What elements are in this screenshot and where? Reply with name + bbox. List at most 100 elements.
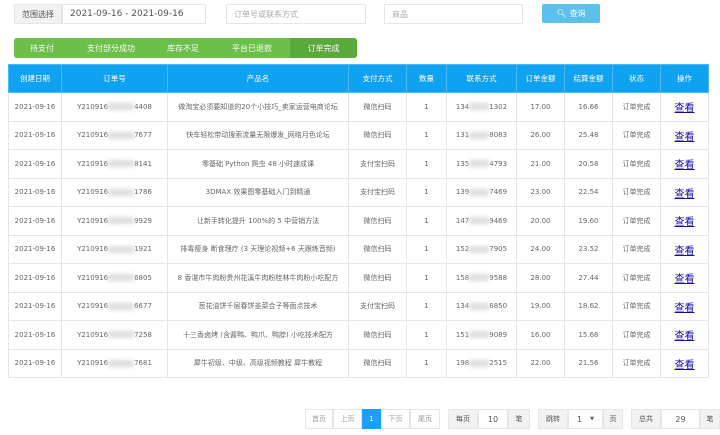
cell-order-no: Y210916 9929 <box>61 206 168 236</box>
quantity: 1 <box>424 359 429 368</box>
table-row: 2021-09-16 Y210916 9929 让新手转化提升 100%的 5 中… <box>8 206 709 236</box>
date-range-input[interactable]: 2021-09-16 - 2021-09-16 <box>62 4 206 24</box>
payment-method: 微信扫码 <box>363 245 392 254</box>
cell-settle: 16.66 <box>564 92 613 122</box>
phone-prefix: 131 <box>455 131 470 140</box>
order-prefix: Y210916 <box>77 330 109 339</box>
cell-contact: 198 2515 <box>446 348 517 378</box>
redacted-blur <box>469 160 490 168</box>
view-link[interactable]: 查看 <box>674 274 695 286</box>
date: 2021-09-16 <box>14 245 56 254</box>
view-link[interactable]: 查看 <box>674 160 695 172</box>
total-value: 29 <box>661 409 700 429</box>
range-label: 范围选择 <box>14 4 62 24</box>
cell-amount: 24.00 <box>516 234 565 264</box>
cell-action: 查看 <box>660 206 709 236</box>
redacted-blur <box>108 245 135 253</box>
settle-amount: 22.54 <box>578 188 599 197</box>
cell-contact: 147 9469 <box>446 206 517 236</box>
quantity: 1 <box>424 245 429 254</box>
view-link[interactable]: 查看 <box>674 302 695 314</box>
view-link[interactable]: 查看 <box>674 359 695 371</box>
tab-out-of-stock[interactable]: 库存不足 <box>167 43 199 53</box>
view-link[interactable]: 查看 <box>674 331 695 343</box>
column-header: 数量 <box>406 64 447 93</box>
product-search-input[interactable]: 商品 <box>384 4 523 24</box>
tab-partial-success[interactable]: 支付部分成功 <box>87 43 135 53</box>
view-link[interactable]: 查看 <box>674 131 695 143</box>
tab-pending-payment[interactable]: 待支付 <box>30 43 54 53</box>
order-search-input[interactable]: 订单号或联系方式 <box>226 4 366 24</box>
cell-action: 查看 <box>660 348 709 378</box>
cell-order-no: Y210916 8141 <box>61 149 168 179</box>
view-link[interactable]: 查看 <box>674 188 695 200</box>
redacted-blur <box>108 274 135 282</box>
cell-payment: 微信扫码 <box>348 92 407 122</box>
total-label: 总共 <box>631 409 661 429</box>
view-link[interactable]: 查看 <box>674 245 695 257</box>
date: 2021-09-16 <box>14 188 56 197</box>
per-page-unit: 笔 <box>508 409 530 429</box>
cell-qty: 1 <box>406 206 447 236</box>
cell-action: 查看 <box>660 149 709 179</box>
view-link[interactable]: 查看 <box>674 103 695 115</box>
table-row: 2021-09-16 Y210916 4408 做淘宝必须要知道的20个小技巧_卖… <box>8 92 709 122</box>
quantity: 1 <box>424 159 429 168</box>
payment-method: 微信扫码 <box>363 273 392 282</box>
first-page-button[interactable]: 首页 <box>305 409 333 429</box>
product-name: 8 香湛市牛肉粉贵州花溪牛肉粉桂林牛肉粉小吃配方 <box>177 273 339 282</box>
order-prefix: Y210916 <box>77 131 109 140</box>
table-row: 2021-09-16 Y210916 1921 排毒瘦身 断食理疗 (3 天理论视… <box>8 234 709 264</box>
date: 2021-09-16 <box>14 302 56 311</box>
cell-payment: 支付宝扫码 <box>348 291 407 321</box>
phone-prefix: 158 <box>455 273 470 282</box>
prev-page-button[interactable]: 上页 <box>333 409 362 429</box>
cell-settle: 20.58 <box>564 149 613 179</box>
redacted-blur <box>108 302 135 310</box>
redacted-blur <box>469 103 490 111</box>
jump-value: 1 <box>577 414 583 424</box>
per-page-input[interactable]: 10 <box>478 409 508 429</box>
cell-payment: 微信扫码 <box>348 320 407 350</box>
order-amount: 16.00 <box>530 330 551 339</box>
cell-date: 2021-09-16 <box>8 177 62 207</box>
tab-refunded[interactable]: 平台已退款 <box>232 43 272 53</box>
date: 2021-09-16 <box>14 273 56 282</box>
orders-table: 创建日期 订单号 产品名 支付方式 数量 联系方式 订单金额 结算金额 状态 操作 2021-09… <box>8 64 709 378</box>
order-suffix: 6805 <box>134 273 152 282</box>
order-suffix: 1786 <box>134 188 152 197</box>
tab-completed[interactable]: 订单完成 <box>290 38 357 58</box>
current-page[interactable]: 1 <box>362 409 381 429</box>
redacted-blur <box>108 103 135 111</box>
order-amount: 17.00 <box>530 102 551 111</box>
product-name: 排毒瘦身 断食理疗 (3 天理论视频+6 天跟练音频) <box>180 245 336 254</box>
settle-amount: 21.56 <box>578 359 599 368</box>
cell-payment: 微信扫码 <box>348 234 407 264</box>
order-suffix: 6677 <box>134 302 152 311</box>
cell-payment: 支付宝扫码 <box>348 149 407 179</box>
jump-select[interactable]: 1 ▼ <box>568 409 603 429</box>
per-page-label: 每页 <box>448 409 478 429</box>
cell-status: 订单完成 <box>612 234 661 264</box>
last-page-button[interactable]: 尾页 <box>410 409 440 429</box>
phone-suffix: 8083 <box>489 131 508 140</box>
column-header: 操作 <box>660 64 709 93</box>
quantity: 1 <box>424 330 429 339</box>
settle-amount: 19.60 <box>578 216 599 225</box>
cell-status: 订单完成 <box>612 206 661 236</box>
cell-contact: 134 1302 <box>446 92 517 122</box>
cell-contact: 139 7469 <box>446 177 517 207</box>
cell-product: 葱花油饼千层春饼韭菜合子等面点技术 <box>167 291 349 321</box>
order-amount: 23.00 <box>530 188 551 197</box>
cell-qty: 1 <box>406 234 447 264</box>
view-link[interactable]: 查看 <box>674 217 695 229</box>
next-page-button[interactable]: 下页 <box>381 409 410 429</box>
order-suffix: 9929 <box>134 216 152 225</box>
phone-suffix: 2515 <box>489 359 508 368</box>
caret-down-icon: ▼ <box>590 416 594 422</box>
cell-qty: 1 <box>406 320 447 350</box>
cell-settle: 19.60 <box>564 206 613 236</box>
cell-product: 做淘宝必须要知道的20个小技巧_卖家运营电商论坛 <box>167 92 349 122</box>
cell-status: 订单完成 <box>612 348 661 378</box>
query-button[interactable]: 🔍︎ 查询 <box>542 4 600 23</box>
